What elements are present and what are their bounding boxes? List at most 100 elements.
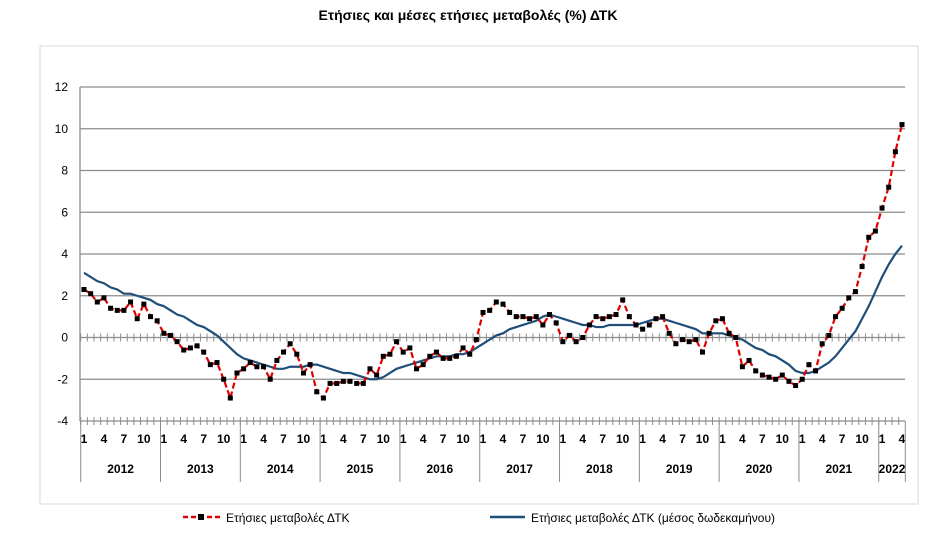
month-tick-label: 10 xyxy=(855,432,869,446)
data-point-annual xyxy=(234,370,240,376)
month-tick-label: 4 xyxy=(739,432,746,446)
data-point-annual xyxy=(580,335,586,340)
data-point-annual xyxy=(267,376,273,382)
data-point-annual xyxy=(467,351,473,357)
data-point-annual xyxy=(660,314,666,320)
data-point-annual xyxy=(547,312,553,318)
y-tick-label: 8 xyxy=(61,164,68,178)
data-point-annual xyxy=(473,337,479,343)
data-point-annual xyxy=(832,314,838,320)
data-point-annual xyxy=(719,316,725,322)
data-point-annual xyxy=(201,349,207,355)
data-point-annual xyxy=(799,376,805,382)
data-point-annual xyxy=(247,360,253,366)
data-point-annual xyxy=(866,234,872,240)
y-tick-label: 0 xyxy=(61,331,68,345)
data-point-annual xyxy=(148,314,154,320)
data-point-annual xyxy=(314,389,320,395)
month-tick-label: 10 xyxy=(696,432,710,446)
month-tick-label: 1 xyxy=(879,432,886,446)
data-point-annual xyxy=(813,368,819,374)
data-point-annual xyxy=(167,332,173,338)
series-line-annual xyxy=(83,124,904,402)
plot-border xyxy=(39,45,919,505)
data-point-annual xyxy=(892,149,898,155)
y-tick-label: 12 xyxy=(55,80,69,94)
data-point-annual xyxy=(839,305,845,311)
chart-title: Ετήσιες και μέσες ετήσιες μεταβολές (%) … xyxy=(319,7,618,23)
data-point-annual xyxy=(846,295,852,301)
data-point-annual xyxy=(334,380,340,386)
month-tick-label: 4 xyxy=(180,432,187,446)
month-tick-label: 1 xyxy=(559,432,566,446)
data-point-annual xyxy=(380,353,386,359)
legend-marker-annual xyxy=(198,514,204,520)
data-point-annual xyxy=(786,378,792,384)
data-point-annual xyxy=(287,341,293,347)
month-tick-label: 7 xyxy=(200,432,207,446)
data-point-annual xyxy=(88,291,94,297)
month-tick-label: 10 xyxy=(377,432,391,446)
data-point-annual xyxy=(713,318,719,324)
data-point-annual xyxy=(374,372,380,378)
data-point-annual xyxy=(600,316,606,322)
data-point-annual xyxy=(187,345,193,351)
month-tick-label: 10 xyxy=(217,432,231,446)
data-point-annual xyxy=(400,349,406,355)
data-point-annual xyxy=(274,357,280,363)
month-tick-label: 4 xyxy=(101,432,108,446)
data-point-annual xyxy=(460,345,466,351)
data-point-annual xyxy=(121,307,127,313)
year-label: 2018 xyxy=(586,462,613,476)
year-label: 2014 xyxy=(267,462,294,476)
month-tick-label: 4 xyxy=(899,432,906,446)
data-point-annual xyxy=(733,335,739,340)
month-tick-label: 4 xyxy=(819,432,826,446)
data-point-annual xyxy=(367,366,373,372)
data-point-annual xyxy=(859,264,865,270)
data-point-annual xyxy=(640,326,646,332)
month-tick-label: 10 xyxy=(137,432,151,446)
data-point-annual xyxy=(340,378,346,384)
month-tick-label: 10 xyxy=(616,432,630,446)
data-point-annual xyxy=(141,301,147,307)
month-tick-label: 1 xyxy=(799,432,806,446)
month-tick-label: 10 xyxy=(456,432,470,446)
data-point-annual xyxy=(686,339,692,345)
data-point-annual xyxy=(161,330,167,336)
data-point-annual xyxy=(214,360,220,366)
month-tick-label: 1 xyxy=(81,432,88,446)
data-point-annual xyxy=(726,330,732,336)
year-label: 2020 xyxy=(746,462,773,476)
data-point-annual xyxy=(573,339,579,345)
data-point-annual xyxy=(407,345,413,351)
data-point-annual xyxy=(666,330,672,336)
data-point-annual xyxy=(593,314,599,320)
data-point-annual xyxy=(540,322,546,328)
data-point-annual xyxy=(527,316,533,322)
data-point-annual xyxy=(81,286,87,292)
month-tick-label: 7 xyxy=(121,432,128,446)
data-point-annual xyxy=(706,330,712,336)
data-point-annual xyxy=(440,355,446,361)
data-point-annual xyxy=(227,395,233,401)
data-point-annual xyxy=(108,305,114,311)
year-label: 2015 xyxy=(347,462,374,476)
month-tick-label: 4 xyxy=(260,432,267,446)
data-point-annual xyxy=(553,320,559,326)
data-point-annual xyxy=(500,301,506,307)
data-point-annual xyxy=(693,337,699,343)
month-tick-label: 1 xyxy=(719,432,726,446)
month-tick-label: 7 xyxy=(759,432,766,446)
data-point-annual xyxy=(347,378,353,384)
legend-label-annual: Ετήσιες μεταβολές ΔΤΚ xyxy=(226,511,350,525)
data-point-annual xyxy=(394,339,400,345)
data-point-annual xyxy=(487,307,493,313)
month-tick-label: 7 xyxy=(520,432,527,446)
data-point-annual xyxy=(680,337,686,343)
data-point-annual xyxy=(207,362,213,368)
data-point-annual xyxy=(606,314,612,320)
data-point-annual xyxy=(620,297,626,303)
data-point-annual xyxy=(879,205,885,211)
